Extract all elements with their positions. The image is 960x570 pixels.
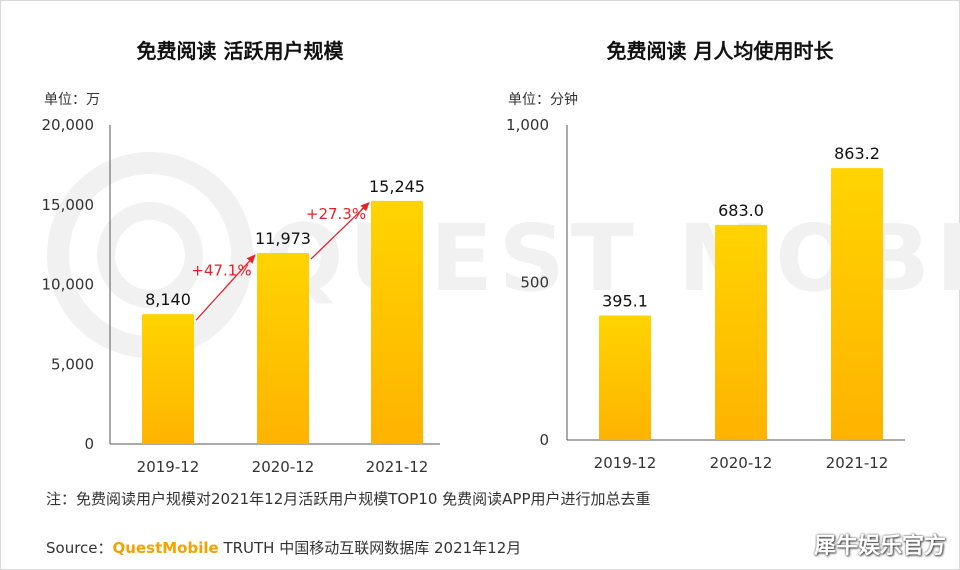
- growth-arrow: [195, 254, 256, 321]
- y-tick-label: 0: [539, 431, 549, 449]
- y-tick-label: 20,000: [42, 116, 95, 134]
- source-line: Source：QuestMobile TRUTH 中国移动互联网数据库 2021…: [46, 537, 521, 558]
- source-prefix: Source：: [46, 539, 113, 557]
- y-tick-label: 0: [84, 435, 94, 453]
- x-tick-label: 2020-12: [710, 454, 773, 472]
- y-tick-label: 5,000: [51, 355, 94, 373]
- bar-2019-12: [142, 314, 194, 444]
- chart-title: 免费阅读 活跃用户规模: [137, 39, 345, 63]
- source-brand: QuestMobile: [112, 539, 219, 557]
- bar-2021-12: [371, 200, 423, 444]
- source-suffix: TRUTH 中国移动互联网数据库 2021年12月: [218, 539, 522, 557]
- y-tick-label: 1,000: [506, 116, 549, 134]
- x-tick-label: 2020-12: [252, 458, 315, 476]
- x-tick-label: 2021-12: [366, 458, 429, 476]
- data-label: 11,973: [255, 229, 311, 248]
- bar-2020-12: [715, 224, 767, 440]
- bar-2021-12: [831, 168, 883, 441]
- chart-active-users: 免费阅读 活跃用户规模 单位：万 0 5,000 10,000 15,000 20,00…: [42, 39, 440, 476]
- data-label: 683.0: [718, 201, 764, 220]
- y-tick-label: 10,000: [42, 276, 95, 294]
- data-label: 8,140: [145, 290, 191, 309]
- x-tick-label: 2021-12: [826, 454, 889, 472]
- data-label: 863.2: [834, 144, 880, 163]
- y-tick-label: 15,000: [42, 196, 95, 214]
- x-tick-label: 2019-12: [594, 454, 657, 472]
- unit-label: 单位：分钟: [508, 91, 578, 108]
- growth-arrow: [310, 202, 370, 260]
- footnote: 注：免费阅读用户规模对2021年12月活跃用户规模TOP10 免费阅读APP用户…: [46, 490, 651, 508]
- bar-2020-12: [257, 253, 309, 444]
- data-label: 395.1: [602, 292, 648, 311]
- chart-monthly-usage-time: 免费阅读 月人均使用时长 单位：分钟 0 500 1,000 395.1 2019-1…: [506, 39, 905, 472]
- growth-label: +27.3%: [306, 205, 366, 223]
- chart-title: 免费阅读 月人均使用时长: [607, 39, 835, 63]
- growth-label: +47.1%: [191, 262, 251, 280]
- y-tick-label: 500: [520, 274, 549, 292]
- bar-2019-12: [599, 315, 651, 440]
- x-tick-label: 2019-12: [137, 458, 200, 476]
- unit-label: 单位：万: [44, 92, 100, 108]
- data-label: 15,245: [369, 177, 425, 196]
- credit-watermark: 犀牛娱乐官方: [813, 534, 946, 559]
